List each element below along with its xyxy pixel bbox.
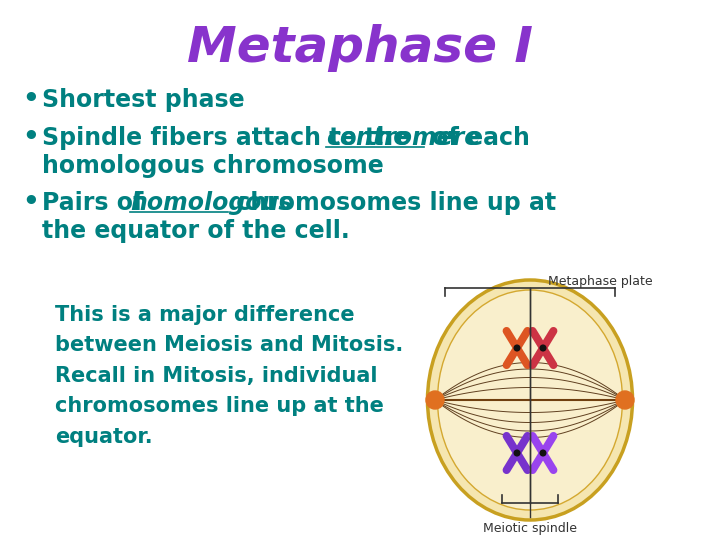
Text: Spindle fibers attach to the: Spindle fibers attach to the [42, 126, 418, 150]
Ellipse shape [428, 280, 632, 520]
Circle shape [540, 450, 546, 456]
Text: This is a major difference
between Meiosis and Mitosis.
Recall in Mitosis, indiv: This is a major difference between Meios… [55, 305, 403, 447]
Text: centromere: centromere [326, 126, 480, 150]
Ellipse shape [438, 290, 623, 510]
Circle shape [616, 391, 634, 409]
Text: of each: of each [424, 126, 530, 150]
Text: chromosomes line up at: chromosomes line up at [228, 191, 557, 215]
Circle shape [540, 345, 546, 351]
Text: Meiotic spindle: Meiotic spindle [483, 522, 577, 535]
Circle shape [514, 345, 520, 351]
Text: homologous chromosome: homologous chromosome [42, 154, 384, 178]
Text: Metaphase plate: Metaphase plate [548, 275, 652, 288]
Text: Metaphase I: Metaphase I [187, 24, 533, 72]
Circle shape [514, 450, 520, 456]
Text: Shortest phase: Shortest phase [42, 88, 245, 112]
Text: homologous: homologous [130, 191, 293, 215]
Text: the equator of the cell.: the equator of the cell. [42, 219, 350, 243]
Circle shape [426, 391, 444, 409]
Text: •: • [22, 125, 39, 151]
Text: •: • [22, 190, 39, 216]
Text: •: • [22, 87, 39, 113]
Text: Pairs of: Pairs of [42, 191, 152, 215]
